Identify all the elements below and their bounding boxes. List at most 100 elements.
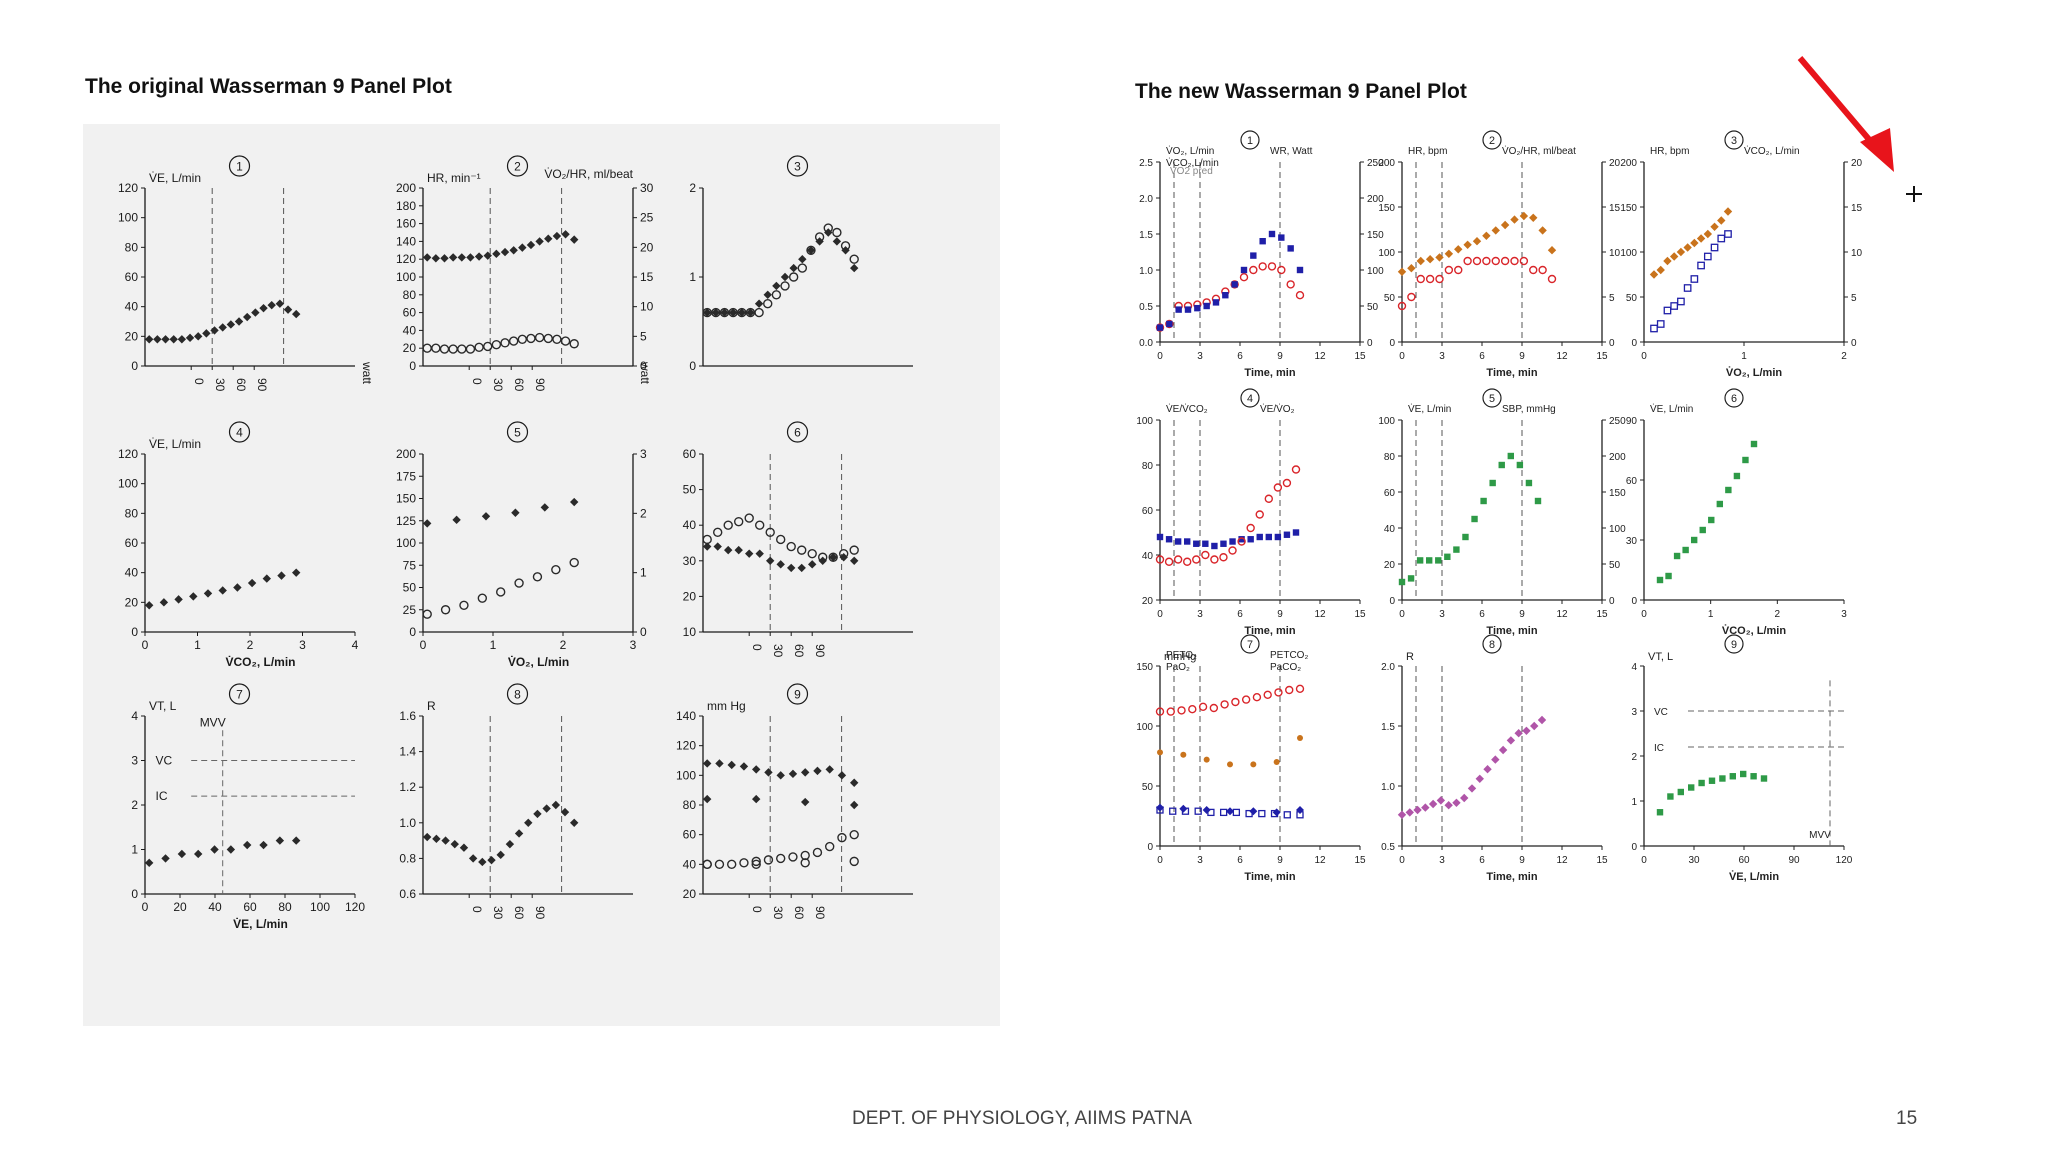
data-point [1231,281,1238,288]
y2-tick-label: 150 [1609,488,1626,499]
data-point [1407,575,1415,582]
data-point [789,263,798,273]
y2-tick-label: 15 [1609,203,1621,214]
data-point [1259,238,1266,245]
panel-new-8: 8 0.5 1.0 1.5 2.0 0 3 6 9 12 15 R Time, min [1381,634,1608,883]
data-point [543,333,553,344]
data-point [277,571,286,580]
x-tick-label: 2 [247,638,254,652]
data-point [1274,533,1282,541]
data-point [283,305,293,314]
y-tick-label: 140 [396,234,416,248]
panel-new-7: 7 0 50 100 150 0 3 6 9 12 15 mmHg Time, min PETO₂PaO₂… [1136,634,1366,883]
y-tick-label: 150 [1620,203,1637,214]
y-tick-label: 120 [396,252,416,266]
data-point [514,578,524,588]
y-tick-label: 0.6 [399,887,416,901]
data-point [532,572,543,582]
x-tick-label: 90 [533,906,547,920]
data-point [161,335,170,344]
data-point [771,290,782,300]
x-tick-label: 3 [1439,609,1445,620]
data-point [448,344,458,354]
data-point [713,527,723,538]
data-point [569,557,579,568]
data-point [727,859,737,870]
panel-number-circle [1240,388,1260,408]
x-tick-label: 0 [192,378,206,385]
data-point [1698,779,1705,787]
data-point [703,759,712,768]
data-point [1650,324,1658,333]
data-point [755,549,764,558]
x-tick-label: 9 [1277,855,1283,866]
data-point [1426,557,1433,564]
data-point [1510,256,1519,266]
x-tick-label: 0 [750,906,764,913]
data-point [1699,526,1706,534]
data-point [825,765,834,774]
y2-tick-label: 10 [1851,248,1863,259]
data-point [202,329,211,338]
y-tick-label: 100 [396,536,416,550]
data-point [267,300,276,310]
data-point [1232,808,1241,817]
data-point [1212,299,1220,306]
x-tick-label: 60 [512,906,526,920]
x-tick-label: 15 [1596,855,1608,866]
x-tick-label: 12 [1556,855,1568,866]
data-point [552,231,562,241]
data-point [1656,809,1664,816]
data-point [1471,515,1478,523]
data-point [569,339,579,349]
data-point [153,335,162,344]
data-point [832,227,842,238]
data-point [850,263,859,273]
data-point [1506,736,1516,745]
x-tick-label: 2 [1775,609,1781,620]
data-point [1250,252,1257,259]
data-point [703,542,712,551]
data-point [1710,243,1719,252]
data-point [1222,292,1229,299]
y-tick-label: 4 [131,709,138,723]
x-tick-label: 0 [142,638,149,652]
x-tick-label: 3 [1439,855,1445,866]
data-point [542,804,551,813]
x-tick-label: 0 [1641,351,1647,362]
panel-number-circle [1724,130,1744,150]
panel-number: 9 [794,688,801,702]
y-tick-label: 40 [1384,524,1396,535]
y2-tick-label: 0 [1851,338,1857,349]
y-tick-label: 120 [118,181,138,195]
data-point [1723,207,1733,216]
data-point [1155,707,1165,716]
annotation: VO2 pred [1170,166,1213,177]
data-point [776,771,785,780]
y-tick-label: 0 [131,625,138,639]
y2-tick-label: 5 [640,329,647,343]
data-point [1220,540,1227,547]
x-tick-label: 9 [1519,351,1525,362]
data-point [746,308,755,317]
data-point [1435,253,1444,262]
y2-tick-label: 30 [640,181,654,195]
x-axis-label: Time, min [1244,871,1295,883]
y-tick-label: 4 [1631,662,1637,673]
y-tick-label: 200 [396,447,416,461]
data-point [145,601,154,610]
y-axis-label: VT, L [1648,651,1673,663]
y-axis-label: HR, min⁻¹ [427,171,481,185]
data-point [1179,804,1188,813]
right-figure-title: The new Wasserman 9 Panel Plot [1135,80,1467,103]
data-point [1750,773,1757,780]
data-point [849,856,859,867]
data-point [481,512,491,521]
x-tick-label: 12 [1314,609,1326,620]
data-point [1165,536,1173,543]
y-tick-label: 100 [1378,248,1395,259]
data-point [780,281,790,291]
data-point [1530,721,1539,731]
y-tick-label: 80 [683,798,697,812]
